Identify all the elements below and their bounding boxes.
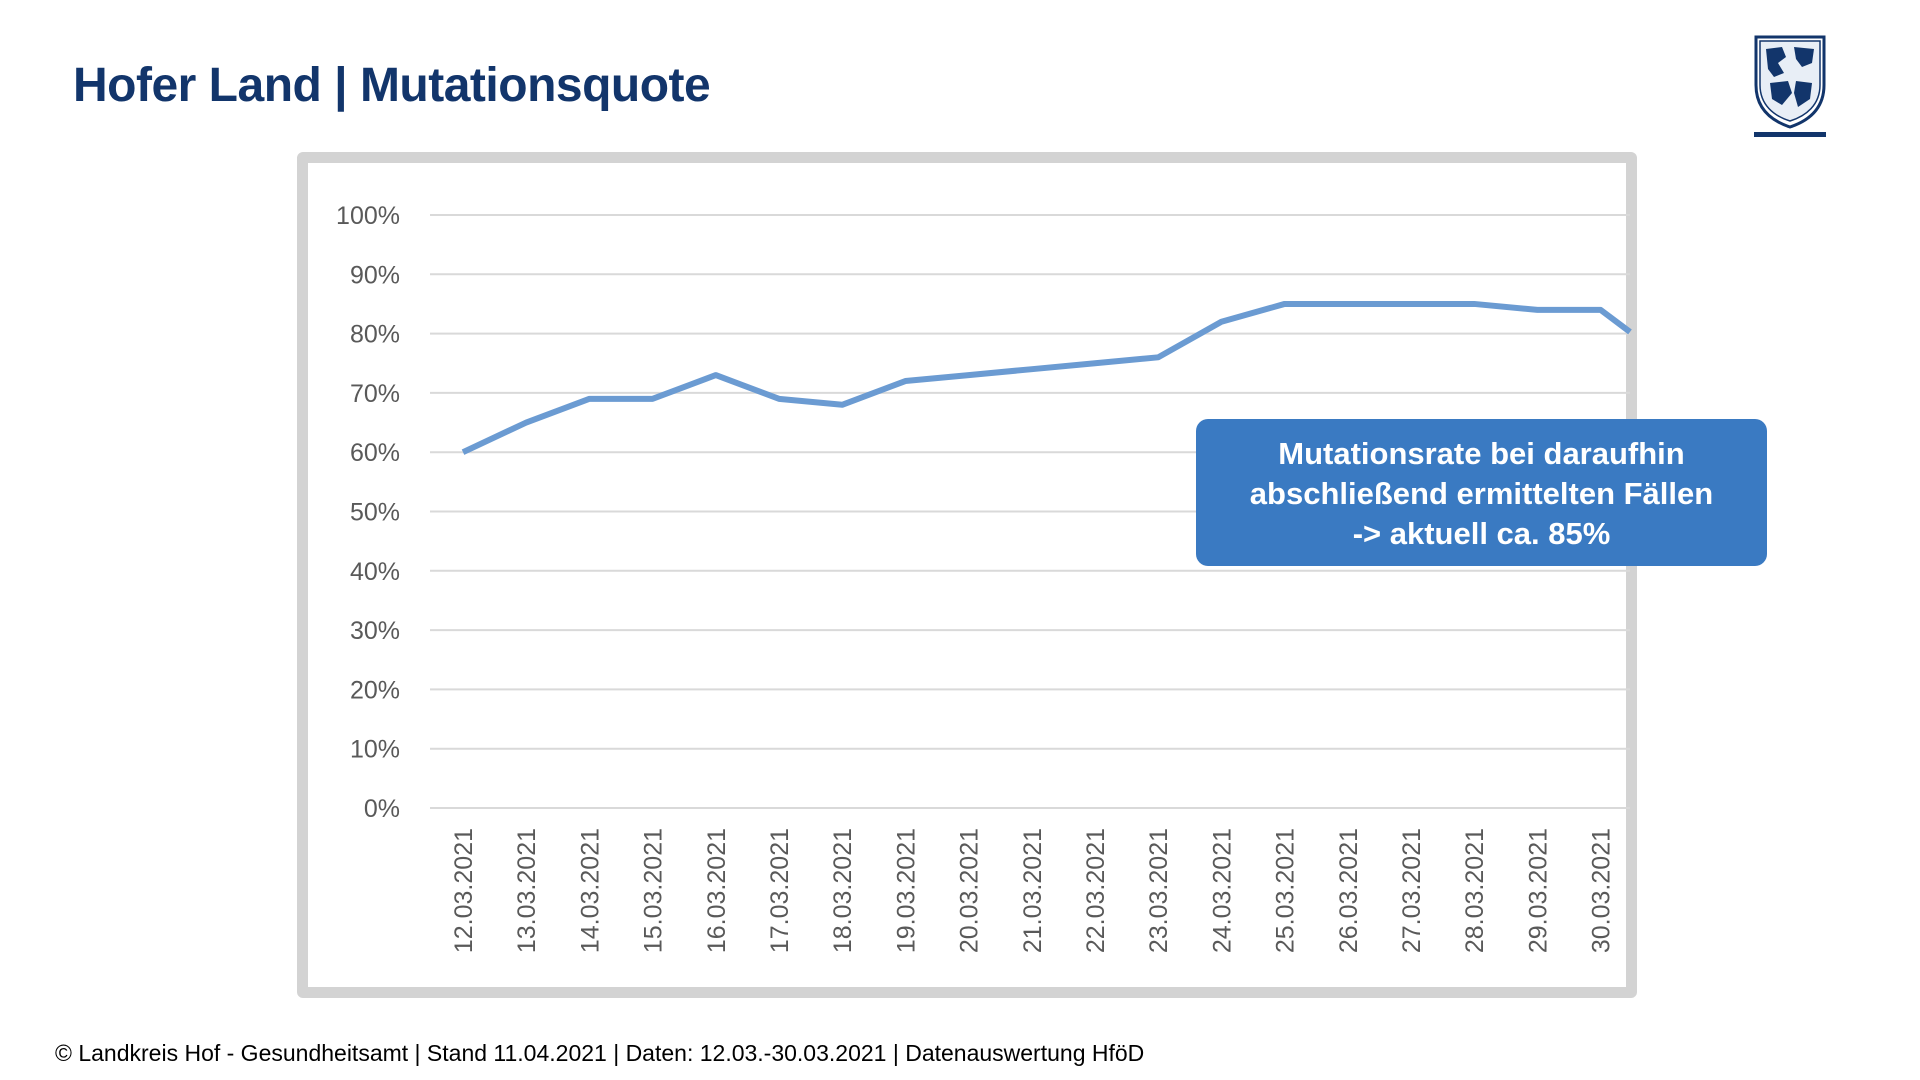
annotation-callout: Mutationsrate bei daraufhin abschließend… xyxy=(1196,419,1767,566)
y-tick-label: 90% xyxy=(350,261,400,289)
x-tick-label: 18.03.2021 xyxy=(829,828,857,953)
y-tick-label: 70% xyxy=(350,380,400,408)
x-tick-label: 29.03.2021 xyxy=(1524,828,1552,953)
x-tick-label: 19.03.2021 xyxy=(892,828,920,953)
y-tick-label: 100% xyxy=(336,202,400,230)
y-tick-label: 40% xyxy=(350,558,400,586)
y-tick-label: 0% xyxy=(364,795,400,823)
x-tick-label: 16.03.2021 xyxy=(703,828,731,953)
x-tick-label: 12.03.2021 xyxy=(450,828,478,953)
x-tick-label: 27.03.2021 xyxy=(1398,828,1426,953)
page-title: Hofer Land | Mutationsquote xyxy=(73,59,711,112)
x-tick-label: 20.03.2021 xyxy=(956,828,984,953)
x-tick-label: 14.03.2021 xyxy=(576,828,604,953)
y-tick-label: 20% xyxy=(350,676,400,704)
x-tick-label: 24.03.2021 xyxy=(1208,828,1236,953)
callout-line-3: -> aktuell ca. 85% xyxy=(1352,516,1611,551)
series-line xyxy=(461,300,1632,455)
x-tick-label: 25.03.2021 xyxy=(1272,828,1300,953)
x-tick-label: 23.03.2021 xyxy=(1145,828,1173,953)
x-tick-label: 17.03.2021 xyxy=(766,828,794,953)
callout-line-1: Mutationsrate bei daraufhin xyxy=(1278,436,1685,471)
x-tick-label: 22.03.2021 xyxy=(1082,828,1110,953)
x-tick-label: 21.03.2021 xyxy=(1019,828,1047,953)
y-tick-label: 50% xyxy=(350,499,400,527)
chart-frame xyxy=(297,152,1637,998)
callout-line-2: abschließend ermittelten Fällen xyxy=(1249,476,1714,511)
y-tick-label: 60% xyxy=(350,439,400,467)
x-tick-label: 30.03.2021 xyxy=(1588,828,1616,953)
y-tick-label: 30% xyxy=(350,617,400,645)
y-tick-label: 10% xyxy=(350,736,400,764)
x-tick-label: 28.03.2021 xyxy=(1461,828,1489,953)
x-tick-label: 15.03.2021 xyxy=(640,828,668,953)
x-tick-label: 13.03.2021 xyxy=(513,828,541,953)
footer-copyright: © Landkreis Hof - Gesundheitsamt | Stand… xyxy=(55,1040,1145,1066)
coat-of-arms-icon xyxy=(1754,35,1826,137)
y-tick-label: 80% xyxy=(350,321,400,349)
x-tick-label: 26.03.2021 xyxy=(1335,828,1363,953)
